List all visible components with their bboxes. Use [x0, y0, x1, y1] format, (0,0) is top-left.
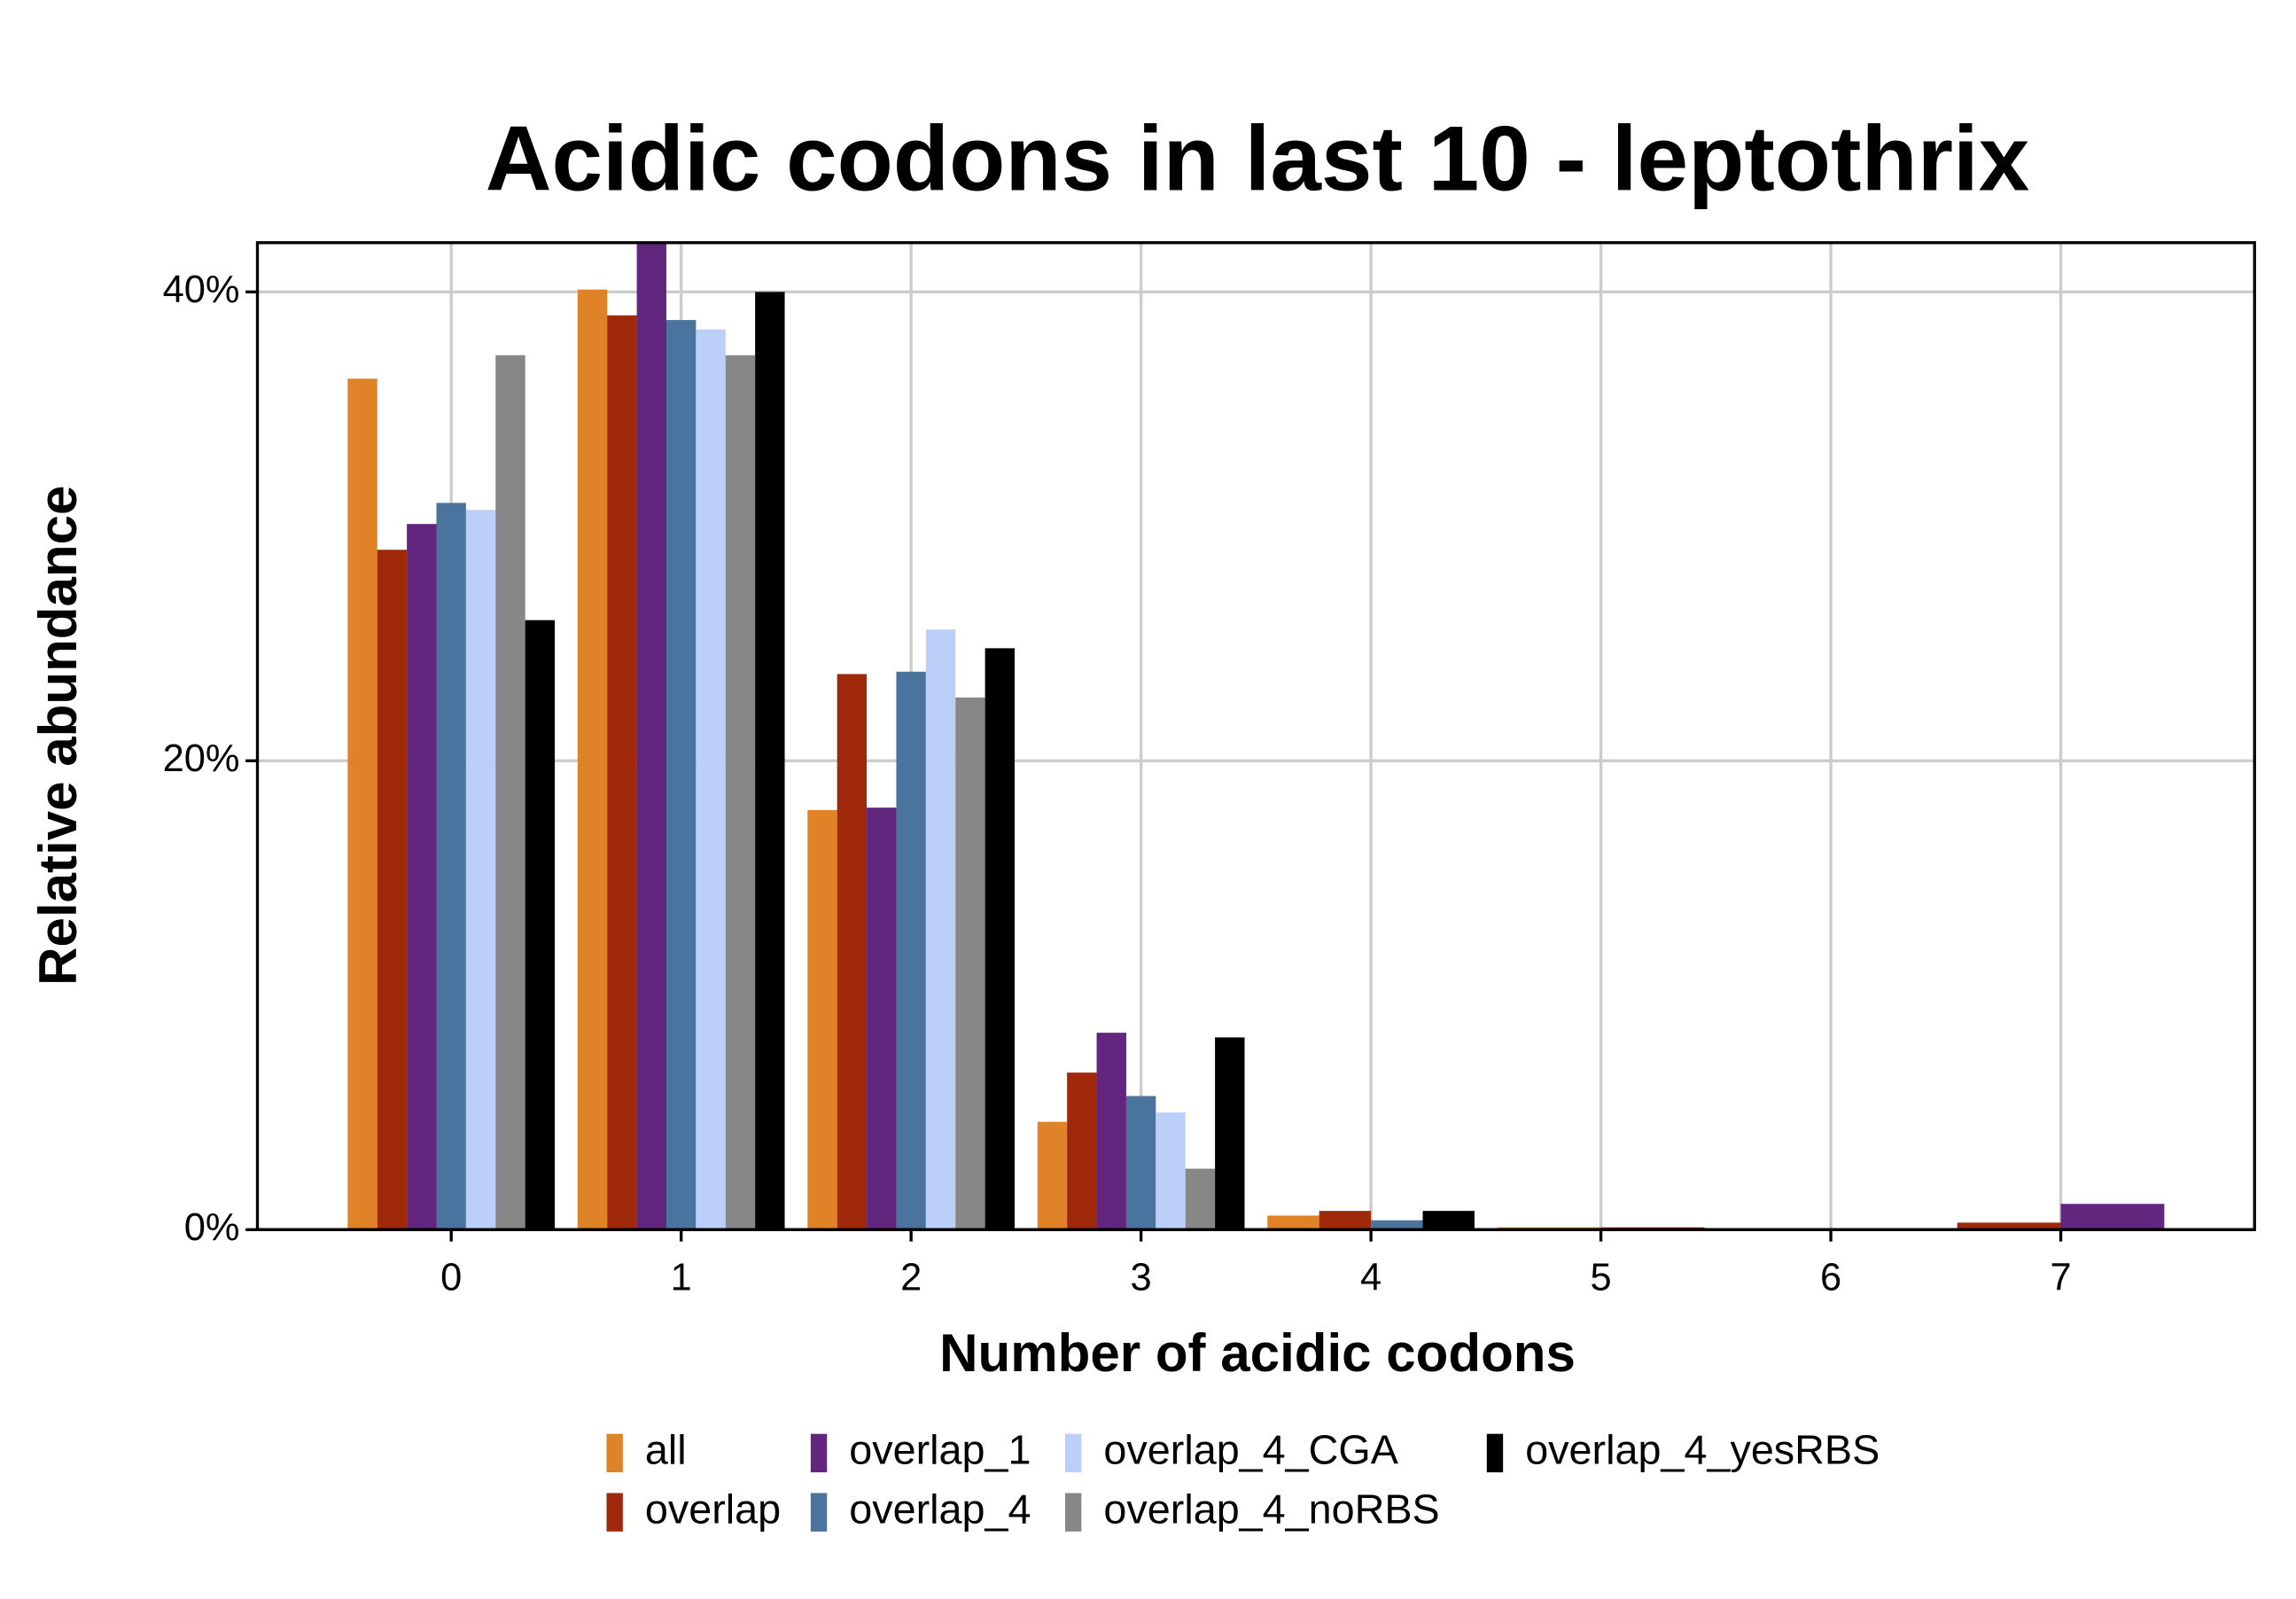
x-tick-label: 1: [671, 1257, 692, 1299]
bar: [577, 289, 608, 1230]
bar: [725, 355, 756, 1230]
y-tick-label: 40%: [163, 269, 240, 311]
x-tick-label: 5: [1591, 1257, 1612, 1299]
bar: [1371, 1220, 1423, 1230]
bar: [755, 292, 785, 1230]
y-tick-label: 20%: [163, 737, 240, 780]
bar: [465, 510, 496, 1230]
legend-key: [606, 1433, 623, 1473]
legend-label: overlap_1: [849, 1427, 1031, 1473]
chart-title: Acidic codons in last 10 - leptothrix: [486, 106, 2030, 209]
bar: [1156, 1112, 1186, 1230]
x-tick-label: 3: [1131, 1257, 1152, 1299]
x-tick-label: 2: [900, 1257, 922, 1299]
x-axis-label: Number of acidic codons: [939, 1323, 1576, 1383]
legend-label: overlap_4: [849, 1486, 1031, 1533]
bar: [495, 355, 525, 1230]
legend: all overlap overlap_1 overlap_4 overlap_4_CG…: [606, 1427, 1880, 1533]
legend-label: all: [645, 1427, 687, 1473]
legend-label: overlap_4_noRBS: [1103, 1486, 1439, 1533]
bar: [407, 524, 437, 1230]
legend-key: [1486, 1433, 1504, 1473]
bar: [925, 629, 956, 1230]
bar: [436, 503, 466, 1230]
bar: [896, 671, 926, 1230]
axes: 0% 20% 40% 0 1 2 3 4 5 6 7: [163, 269, 2255, 1299]
bar: [837, 674, 868, 1230]
x-tick-label: 4: [1360, 1257, 1381, 1299]
bar: [1422, 1211, 1475, 1230]
legend-key: [810, 1493, 828, 1532]
bar: [1185, 1168, 1216, 1230]
bar: [377, 550, 408, 1230]
bar: [525, 620, 556, 1230]
bar: [607, 315, 637, 1230]
x-tick-label: 6: [1820, 1257, 1841, 1299]
bar: [1037, 1121, 1068, 1230]
bar: [867, 807, 897, 1230]
bar: [665, 320, 697, 1230]
bars: [347, 242, 2165, 1230]
y-tick-label: 0%: [184, 1206, 240, 1249]
bar: [2060, 1204, 2165, 1230]
plot-border: [255, 241, 2256, 1231]
legend-key: [810, 1433, 828, 1473]
x-tick-label: 0: [440, 1257, 462, 1299]
bar: [1267, 1215, 1319, 1230]
bar: [1067, 1072, 1097, 1230]
legend-key: [606, 1493, 623, 1532]
bar: [636, 242, 666, 1230]
bar: [955, 697, 985, 1230]
bar: [1215, 1037, 1245, 1230]
grid: [257, 242, 2255, 1231]
bar: [1957, 1222, 2061, 1230]
legend-key: [1065, 1493, 1082, 1532]
y-axis-label: Relative abundance: [28, 486, 88, 986]
legend-label: overlap_4_yesRBS: [1525, 1427, 1880, 1473]
x-tick-label: 7: [2050, 1257, 2071, 1299]
bar: [1319, 1211, 1372, 1230]
legend-key: [1065, 1433, 1082, 1473]
bar: [1096, 1033, 1126, 1230]
bar: [696, 329, 726, 1230]
bar: [1125, 1096, 1156, 1230]
legend-label: overlap_4_CGA: [1103, 1427, 1398, 1473]
bar: [985, 648, 1016, 1230]
bar: [807, 809, 837, 1230]
legend-label: overlap: [645, 1486, 781, 1533]
bar: [347, 378, 377, 1230]
